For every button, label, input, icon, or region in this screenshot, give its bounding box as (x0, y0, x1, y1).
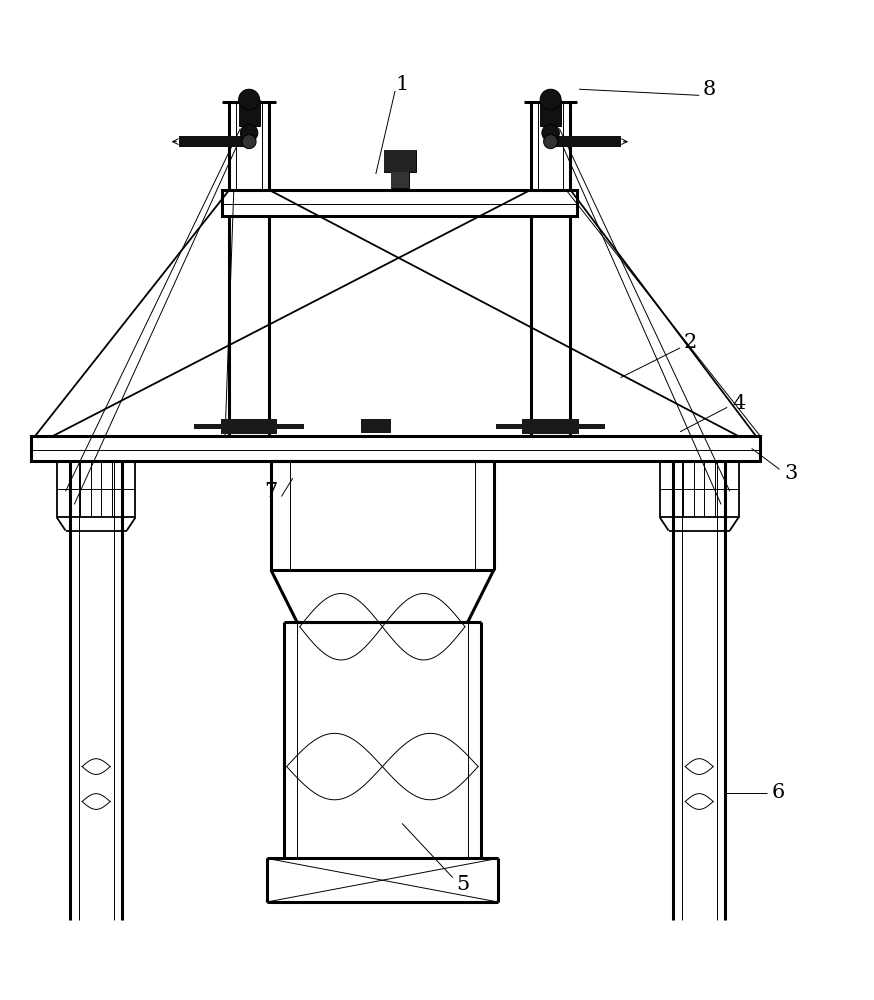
Bar (220, 419, 277, 434)
Circle shape (239, 89, 260, 110)
Circle shape (242, 135, 256, 149)
Text: 1: 1 (395, 75, 409, 94)
Circle shape (540, 89, 561, 110)
Circle shape (240, 124, 258, 142)
Bar (179, 136, 249, 147)
Bar (660, 461, 739, 517)
Bar (278, 424, 304, 429)
Bar (194, 424, 220, 429)
Bar (579, 424, 605, 429)
Bar (385, 150, 416, 172)
Bar (222, 190, 578, 216)
Bar (392, 172, 409, 188)
Text: 7: 7 (264, 482, 278, 501)
Text: 2: 2 (683, 333, 697, 352)
Bar (523, 419, 579, 434)
Bar (551, 136, 621, 147)
Text: 6: 6 (771, 783, 785, 802)
Bar (540, 100, 561, 126)
Bar (392, 172, 409, 188)
Bar (239, 100, 260, 126)
Bar (385, 150, 416, 172)
Text: 3: 3 (784, 464, 798, 483)
Text: 5: 5 (456, 875, 470, 894)
Text: 8: 8 (703, 80, 717, 99)
Bar (57, 461, 135, 517)
Text: 4: 4 (732, 394, 746, 413)
Bar (360, 419, 392, 433)
Circle shape (544, 135, 558, 149)
Bar (496, 424, 523, 429)
Bar (31, 436, 760, 461)
Bar (540, 100, 561, 126)
Circle shape (542, 124, 559, 142)
Bar (239, 100, 260, 126)
